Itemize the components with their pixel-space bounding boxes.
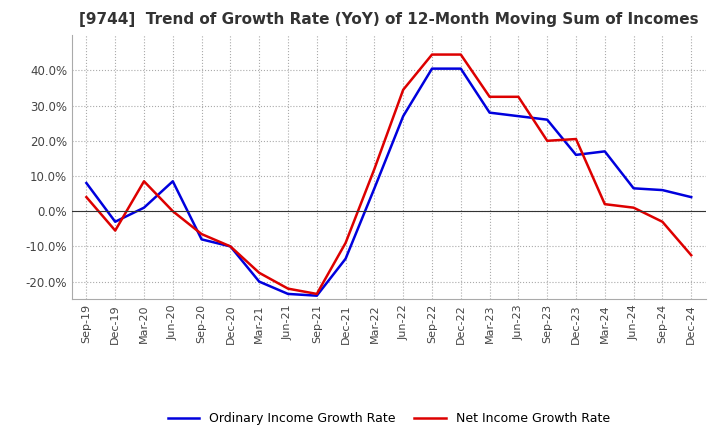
Net Income Growth Rate (255, 270, 264, 275)
Net Income Growth Rate (572, 136, 580, 142)
Net Income Growth Rate (168, 209, 177, 214)
Ordinary Income Growth Rate (456, 66, 465, 71)
Ordinary Income Growth Rate (514, 114, 523, 119)
Net Income Growth Rate (600, 202, 609, 207)
Ordinary Income Growth Rate (341, 256, 350, 261)
Ordinary Income Growth Rate (629, 186, 638, 191)
Ordinary Income Growth Rate (284, 291, 292, 297)
Line: Net Income Growth Rate: Net Income Growth Rate (86, 55, 691, 294)
Line: Ordinary Income Growth Rate: Ordinary Income Growth Rate (86, 69, 691, 296)
Ordinary Income Growth Rate (197, 237, 206, 242)
Ordinary Income Growth Rate (600, 149, 609, 154)
Ordinary Income Growth Rate (658, 187, 667, 193)
Net Income Growth Rate (140, 179, 148, 184)
Net Income Growth Rate (514, 94, 523, 99)
Net Income Growth Rate (82, 194, 91, 200)
Ordinary Income Growth Rate (312, 293, 321, 298)
Net Income Growth Rate (312, 291, 321, 297)
Net Income Growth Rate (543, 138, 552, 143)
Net Income Growth Rate (456, 52, 465, 57)
Ordinary Income Growth Rate (140, 205, 148, 210)
Ordinary Income Growth Rate (399, 114, 408, 119)
Net Income Growth Rate (341, 240, 350, 246)
Net Income Growth Rate (399, 87, 408, 92)
Title: [9744]  Trend of Growth Rate (YoY) of 12-Month Moving Sum of Incomes: [9744] Trend of Growth Rate (YoY) of 12-… (79, 12, 698, 27)
Net Income Growth Rate (687, 253, 696, 258)
Net Income Growth Rate (370, 166, 379, 172)
Legend: Ordinary Income Growth Rate, Net Income Growth Rate: Ordinary Income Growth Rate, Net Income … (163, 407, 615, 430)
Ordinary Income Growth Rate (168, 179, 177, 184)
Net Income Growth Rate (284, 286, 292, 291)
Ordinary Income Growth Rate (111, 219, 120, 224)
Ordinary Income Growth Rate (572, 152, 580, 158)
Ordinary Income Growth Rate (485, 110, 494, 115)
Ordinary Income Growth Rate (255, 279, 264, 284)
Ordinary Income Growth Rate (82, 180, 91, 186)
Net Income Growth Rate (428, 52, 436, 57)
Net Income Growth Rate (629, 205, 638, 210)
Net Income Growth Rate (485, 94, 494, 99)
Net Income Growth Rate (658, 219, 667, 224)
Net Income Growth Rate (197, 231, 206, 237)
Net Income Growth Rate (111, 228, 120, 233)
Ordinary Income Growth Rate (370, 186, 379, 191)
Ordinary Income Growth Rate (226, 244, 235, 249)
Net Income Growth Rate (226, 244, 235, 249)
Ordinary Income Growth Rate (543, 117, 552, 122)
Ordinary Income Growth Rate (687, 194, 696, 200)
Ordinary Income Growth Rate (428, 66, 436, 71)
